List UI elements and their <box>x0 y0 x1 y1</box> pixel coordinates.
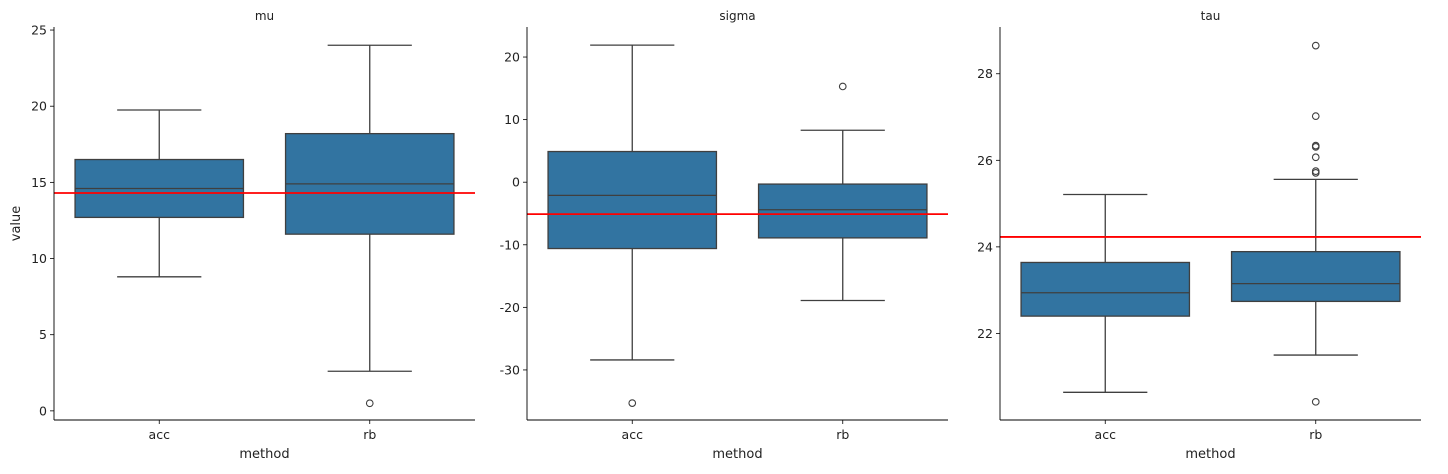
y-tick-label: 5 <box>39 327 47 342</box>
box-acc <box>547 44 718 407</box>
y-tick-label: 24 <box>977 239 993 254</box>
x-tick-label: acc <box>1095 427 1117 442</box>
y-tick-label: 22 <box>977 326 993 341</box>
panel-sigma: sigma -30 -20 -10 0 10 20 acc rb method <box>500 9 948 462</box>
y-tick-label: 20 <box>504 50 520 65</box>
x-axis-label: method <box>712 447 762 462</box>
panel-title: mu <box>255 9 274 23</box>
panel-title: sigma <box>719 9 755 23</box>
box-rb <box>284 44 455 408</box>
y-tick-label: 10 <box>504 112 520 127</box>
outlier-point <box>838 82 847 91</box>
outlier-point <box>628 399 637 407</box>
x-tick-label: rb <box>836 427 849 442</box>
outlier-point <box>1311 397 1320 406</box>
outlier-point <box>365 399 374 408</box>
y-tick-label: 0 <box>512 175 520 190</box>
x-tick-label: acc <box>622 427 644 442</box>
y-tick-label: 25 <box>31 23 47 38</box>
x-axis-label: method <box>1185 447 1235 462</box>
y-tick-label: 0 <box>39 403 47 418</box>
y-tick-label: 10 <box>31 251 47 266</box>
box-acc <box>74 109 245 278</box>
box-iqr <box>1230 250 1401 303</box>
panel-tau: tau 22 24 26 28 acc rb method <box>977 9 1421 462</box>
box-rb <box>1230 41 1401 406</box>
y-tick-label: 28 <box>977 66 993 81</box>
panel-title: tau <box>1201 9 1221 23</box>
outlier-point <box>1311 112 1320 121</box>
y-tick-label: -30 <box>500 362 520 377</box>
x-tick-label: rb <box>1309 427 1322 442</box>
y-tick-label: 20 <box>31 99 47 114</box>
panel-mu: mu 0 5 10 15 20 25 acc rb method value <box>9 9 475 462</box>
outlier-point <box>1311 169 1320 177</box>
outlier-point <box>1311 143 1320 151</box>
x-tick-label: rb <box>363 427 376 442</box>
y-tick-label: 15 <box>31 175 47 190</box>
box-iqr <box>757 183 928 239</box>
y-tick-label: 26 <box>977 153 993 168</box>
box-iqr <box>1020 261 1191 317</box>
box-acc <box>1020 193 1191 393</box>
x-axis-label: method <box>239 447 289 462</box>
x-tick-label: acc <box>149 427 171 442</box>
outlier-point <box>1311 41 1320 50</box>
box-iqr <box>547 150 718 250</box>
y-axis-label: value <box>9 206 24 242</box>
box-rb <box>757 82 928 302</box>
y-tick-label: -10 <box>500 237 520 252</box>
y-tick-label: -20 <box>500 300 520 315</box>
outlier-point <box>1311 153 1320 162</box>
